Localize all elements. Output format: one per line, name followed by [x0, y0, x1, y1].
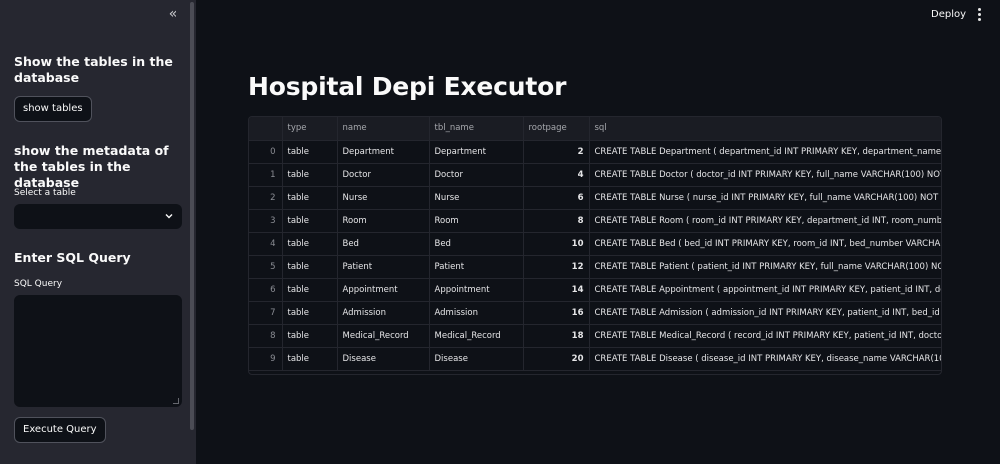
index-cell[interactable]: 1	[249, 163, 283, 187]
rootpage-cell[interactable]: 14	[523, 278, 590, 302]
name-cell[interactable]: Admission	[337, 301, 430, 325]
type-cell[interactable]: table	[282, 255, 338, 279]
type-cell[interactable]: table	[282, 324, 338, 348]
index-cell[interactable]: 8	[249, 324, 283, 348]
index-cell[interactable]: 4	[249, 232, 283, 256]
sidebar-scrollbar[interactable]	[190, 2, 194, 430]
sql-query-label: SQL Query	[14, 279, 63, 289]
tbl-name-cell[interactable]: Room	[429, 209, 524, 233]
show-tables-button[interactable]: show tables	[14, 96, 92, 122]
type-cell[interactable]: table	[282, 232, 338, 256]
rootpage-cell[interactable]: 20	[523, 347, 590, 371]
section-heading-show-tables: Show the tables in the database	[14, 54, 173, 85]
rootpage-cell[interactable]: 10	[523, 232, 590, 256]
tbl-name-cell[interactable]: Admission	[429, 301, 524, 325]
sql-cell[interactable]: CREATE TABLE Disease ( disease_id INT PR…	[589, 347, 941, 371]
type-cell[interactable]: table	[282, 347, 338, 371]
index-cell[interactable]: 0	[249, 140, 283, 164]
index-cell[interactable]: 2	[249, 186, 283, 210]
sql-cell[interactable]: CREATE TABLE Department ( department_id …	[589, 140, 941, 164]
sql-query-textarea[interactable]	[14, 295, 182, 407]
column-header-name[interactable]: name	[337, 117, 430, 141]
sql-cell[interactable]: CREATE TABLE Appointment ( appointment_i…	[589, 278, 941, 302]
resize-handle-icon[interactable]	[173, 398, 179, 404]
sql-cell[interactable]: CREATE TABLE Medical_Record ( record_id …	[589, 324, 941, 348]
rootpage-cell[interactable]: 2	[523, 140, 590, 164]
type-cell[interactable]: table	[282, 278, 338, 302]
select-table-label: Select a table	[14, 188, 76, 198]
sidebar: « Show the tables in the database show t…	[0, 0, 196, 464]
table-row: 7 table Admission Admission 16 CREATE TABLE A…	[249, 301, 941, 325]
name-cell[interactable]: Doctor	[337, 163, 430, 187]
name-cell[interactable]: Disease	[337, 347, 430, 371]
dataframe-table[interactable]: type name tbl_name rootpage sql 0 table De…	[248, 116, 942, 375]
type-cell[interactable]: table	[282, 163, 338, 187]
sql-cell[interactable]: CREATE TABLE Admission ( admission_id IN…	[589, 301, 941, 325]
rootpage-cell[interactable]: 16	[523, 301, 590, 325]
tbl-name-cell[interactable]: Department	[429, 140, 524, 164]
table-row: 1 table Doctor Doctor 4 CREATE TABLE Doctor (…	[249, 163, 941, 187]
type-cell[interactable]: table	[282, 209, 338, 233]
name-cell[interactable]: Room	[337, 209, 430, 233]
tbl-name-cell[interactable]: Doctor	[429, 163, 524, 187]
column-header-tbl-name[interactable]: tbl_name	[429, 117, 524, 141]
index-cell[interactable]: 7	[249, 301, 283, 325]
rootpage-cell[interactable]: 6	[523, 186, 590, 210]
table-row: 2 table Nurse Nurse 6 CREATE TABLE Nurse ( nu…	[249, 186, 941, 210]
deploy-button[interactable]: Deploy	[931, 9, 967, 20]
rootpage-cell[interactable]: 18	[523, 324, 590, 348]
table-row: 6 table Appointment Appointment 14 CREATE TAB…	[249, 278, 941, 302]
tbl-name-cell[interactable]: Disease	[429, 347, 524, 371]
table-row: 0 table Department Department 2 CREATE TABLE …	[249, 140, 941, 164]
table-row: 3 table Room Room 8 CREATE TABLE Room ( room_…	[249, 209, 941, 233]
rootpage-cell[interactable]: 8	[523, 209, 590, 233]
chevron-down-icon	[165, 214, 173, 219]
index-cell[interactable]: 9	[249, 347, 283, 371]
name-cell[interactable]: Appointment	[337, 278, 430, 302]
type-cell[interactable]: table	[282, 140, 338, 164]
rootpage-cell[interactable]: 4	[523, 163, 590, 187]
section-heading-metadata: show the metadata of the tables in the d…	[14, 143, 169, 190]
type-cell[interactable]: table	[282, 301, 338, 325]
column-header-rootpage[interactable]: rootpage	[523, 117, 590, 141]
table-row: 5 table Patient Patient 12 CREATE TABLE Patie…	[249, 255, 941, 279]
column-header-index[interactable]	[249, 117, 283, 141]
execute-query-button[interactable]: Execute Query	[14, 417, 106, 443]
tbl-name-cell[interactable]: Bed	[429, 232, 524, 256]
sql-cell[interactable]: CREATE TABLE Room ( room_id INT PRIMARY …	[589, 209, 941, 233]
table-row: 8 table Medical_Record Medical_Record 18 CREA…	[249, 324, 941, 348]
name-cell[interactable]: Department	[337, 140, 430, 164]
type-cell[interactable]: table	[282, 186, 338, 210]
rootpage-cell[interactable]: 12	[523, 255, 590, 279]
table-header-row: type name tbl_name rootpage sql	[249, 117, 941, 141]
name-cell[interactable]: Bed	[337, 232, 430, 256]
collapse-sidebar-icon[interactable]: «	[168, 6, 178, 22]
table-row: 9 table Disease Disease 20 CREATE TABLE Disea…	[249, 347, 941, 371]
name-cell[interactable]: Medical_Record	[337, 324, 430, 348]
sql-cell[interactable]: CREATE TABLE Nurse ( nurse_id INT PRIMAR…	[589, 186, 941, 210]
index-cell[interactable]: 6	[249, 278, 283, 302]
table-row: 4 table Bed Bed 10 CREATE TABLE Bed ( bed_id …	[249, 232, 941, 256]
column-header-type[interactable]: type	[282, 117, 338, 141]
tbl-name-cell[interactable]: Patient	[429, 255, 524, 279]
sql-cell[interactable]: CREATE TABLE Bed ( bed_id INT PRIMARY KE…	[589, 232, 941, 256]
sql-cell[interactable]: CREATE TABLE Patient ( patient_id INT PR…	[589, 255, 941, 279]
index-cell[interactable]: 3	[249, 209, 283, 233]
main-menu-icon[interactable]	[974, 6, 984, 24]
tbl-name-cell[interactable]: Nurse	[429, 186, 524, 210]
name-cell[interactable]: Nurse	[337, 186, 430, 210]
page-title: Hospital Depi Executor	[248, 72, 567, 101]
sql-cell[interactable]: CREATE TABLE Doctor ( doctor_id INT PRIM…	[589, 163, 941, 187]
column-header-sql[interactable]: sql	[589, 117, 941, 141]
tbl-name-cell[interactable]: Appointment	[429, 278, 524, 302]
index-cell[interactable]: 5	[249, 255, 283, 279]
select-table-dropdown[interactable]	[14, 204, 182, 229]
tbl-name-cell[interactable]: Medical_Record	[429, 324, 524, 348]
name-cell[interactable]: Patient	[337, 255, 430, 279]
section-heading-sql: Enter SQL Query	[14, 250, 131, 265]
